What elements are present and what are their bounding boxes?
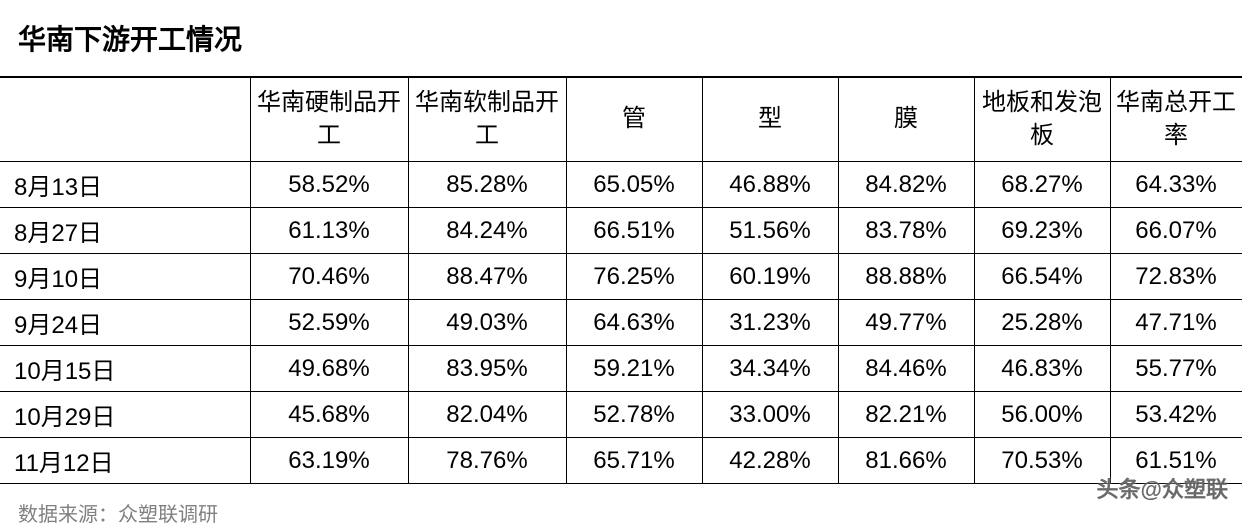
col-header-pipe: 管 bbox=[566, 78, 702, 162]
value-cell: 85.28% bbox=[408, 162, 566, 208]
date-cell: 11月12日 bbox=[0, 438, 250, 484]
value-cell: 47.71% bbox=[1110, 300, 1242, 346]
table-header-row: 华南硬制品开工 华南软制品开工 管 型 膜 地板和发泡板 华南总开工率 bbox=[0, 78, 1242, 162]
table-row: 10月29日45.68%82.04%52.78%33.00%82.21%56.0… bbox=[0, 392, 1242, 438]
date-cell: 10月29日 bbox=[0, 392, 250, 438]
value-cell: 52.59% bbox=[250, 300, 408, 346]
value-cell: 52.78% bbox=[566, 392, 702, 438]
value-cell: 56.00% bbox=[974, 392, 1110, 438]
data-table: 华南硬制品开工 华南软制品开工 管 型 膜 地板和发泡板 华南总开工率 8月13… bbox=[0, 77, 1242, 484]
value-cell: 25.28% bbox=[974, 300, 1110, 346]
table-body: 8月13日58.52%85.28%65.05%46.88%84.82%68.27… bbox=[0, 162, 1242, 484]
col-header-profile: 型 bbox=[702, 78, 838, 162]
value-cell: 42.28% bbox=[702, 438, 838, 484]
value-cell: 68.27% bbox=[974, 162, 1110, 208]
value-cell: 65.05% bbox=[566, 162, 702, 208]
date-cell: 10月15日 bbox=[0, 346, 250, 392]
value-cell: 69.23% bbox=[974, 208, 1110, 254]
value-cell: 64.33% bbox=[1110, 162, 1242, 208]
value-cell: 81.66% bbox=[838, 438, 974, 484]
value-cell: 70.46% bbox=[250, 254, 408, 300]
date-cell: 9月10日 bbox=[0, 254, 250, 300]
value-cell: 31.23% bbox=[702, 300, 838, 346]
col-header-board: 地板和发泡板 bbox=[974, 78, 1110, 162]
value-cell: 49.77% bbox=[838, 300, 974, 346]
table-row: 9月10日70.46%88.47%76.25%60.19%88.88%66.54… bbox=[0, 254, 1242, 300]
value-cell: 70.53% bbox=[974, 438, 1110, 484]
value-cell: 78.76% bbox=[408, 438, 566, 484]
table-row: 8月27日61.13%84.24%66.51%51.56%83.78%69.23… bbox=[0, 208, 1242, 254]
value-cell: 63.19% bbox=[250, 438, 408, 484]
value-cell: 49.68% bbox=[250, 346, 408, 392]
value-cell: 59.21% bbox=[566, 346, 702, 392]
col-header-date bbox=[0, 78, 250, 162]
value-cell: 66.54% bbox=[974, 254, 1110, 300]
value-cell: 46.88% bbox=[702, 162, 838, 208]
value-cell: 55.77% bbox=[1110, 346, 1242, 392]
value-cell: 60.19% bbox=[702, 254, 838, 300]
value-cell: 58.52% bbox=[250, 162, 408, 208]
value-cell: 51.56% bbox=[702, 208, 838, 254]
value-cell: 83.78% bbox=[838, 208, 974, 254]
value-cell: 84.46% bbox=[838, 346, 974, 392]
value-cell: 61.51% bbox=[1110, 438, 1242, 484]
value-cell: 66.07% bbox=[1110, 208, 1242, 254]
value-cell: 83.95% bbox=[408, 346, 566, 392]
value-cell: 82.04% bbox=[408, 392, 566, 438]
value-cell: 84.24% bbox=[408, 208, 566, 254]
value-cell: 49.03% bbox=[408, 300, 566, 346]
value-cell: 34.34% bbox=[702, 346, 838, 392]
value-cell: 53.42% bbox=[1110, 392, 1242, 438]
col-header-total: 华南总开工率 bbox=[1110, 78, 1242, 162]
table-row: 10月15日49.68%83.95%59.21%34.34%84.46%46.8… bbox=[0, 346, 1242, 392]
value-cell: 45.68% bbox=[250, 392, 408, 438]
value-cell: 46.83% bbox=[974, 346, 1110, 392]
value-cell: 65.71% bbox=[566, 438, 702, 484]
value-cell: 33.00% bbox=[702, 392, 838, 438]
value-cell: 76.25% bbox=[566, 254, 702, 300]
date-cell: 8月13日 bbox=[0, 162, 250, 208]
col-header-film: 膜 bbox=[838, 78, 974, 162]
value-cell: 82.21% bbox=[838, 392, 974, 438]
value-cell: 84.82% bbox=[838, 162, 974, 208]
data-source: 数据来源：众塑联调研 bbox=[0, 484, 1242, 527]
value-cell: 88.47% bbox=[408, 254, 566, 300]
date-cell: 8月27日 bbox=[0, 208, 250, 254]
col-header-soft: 华南软制品开工 bbox=[408, 78, 566, 162]
value-cell: 61.13% bbox=[250, 208, 408, 254]
table-row: 9月24日52.59%49.03%64.63%31.23%49.77%25.28… bbox=[0, 300, 1242, 346]
value-cell: 72.83% bbox=[1110, 254, 1242, 300]
table-row: 11月12日63.19%78.76%65.71%42.28%81.66%70.5… bbox=[0, 438, 1242, 484]
value-cell: 88.88% bbox=[838, 254, 974, 300]
value-cell: 66.51% bbox=[566, 208, 702, 254]
date-cell: 9月24日 bbox=[0, 300, 250, 346]
page-title: 华南下游开工情况 bbox=[0, 0, 1242, 77]
table-row: 8月13日58.52%85.28%65.05%46.88%84.82%68.27… bbox=[0, 162, 1242, 208]
value-cell: 64.63% bbox=[566, 300, 702, 346]
col-header-hard: 华南硬制品开工 bbox=[250, 78, 408, 162]
